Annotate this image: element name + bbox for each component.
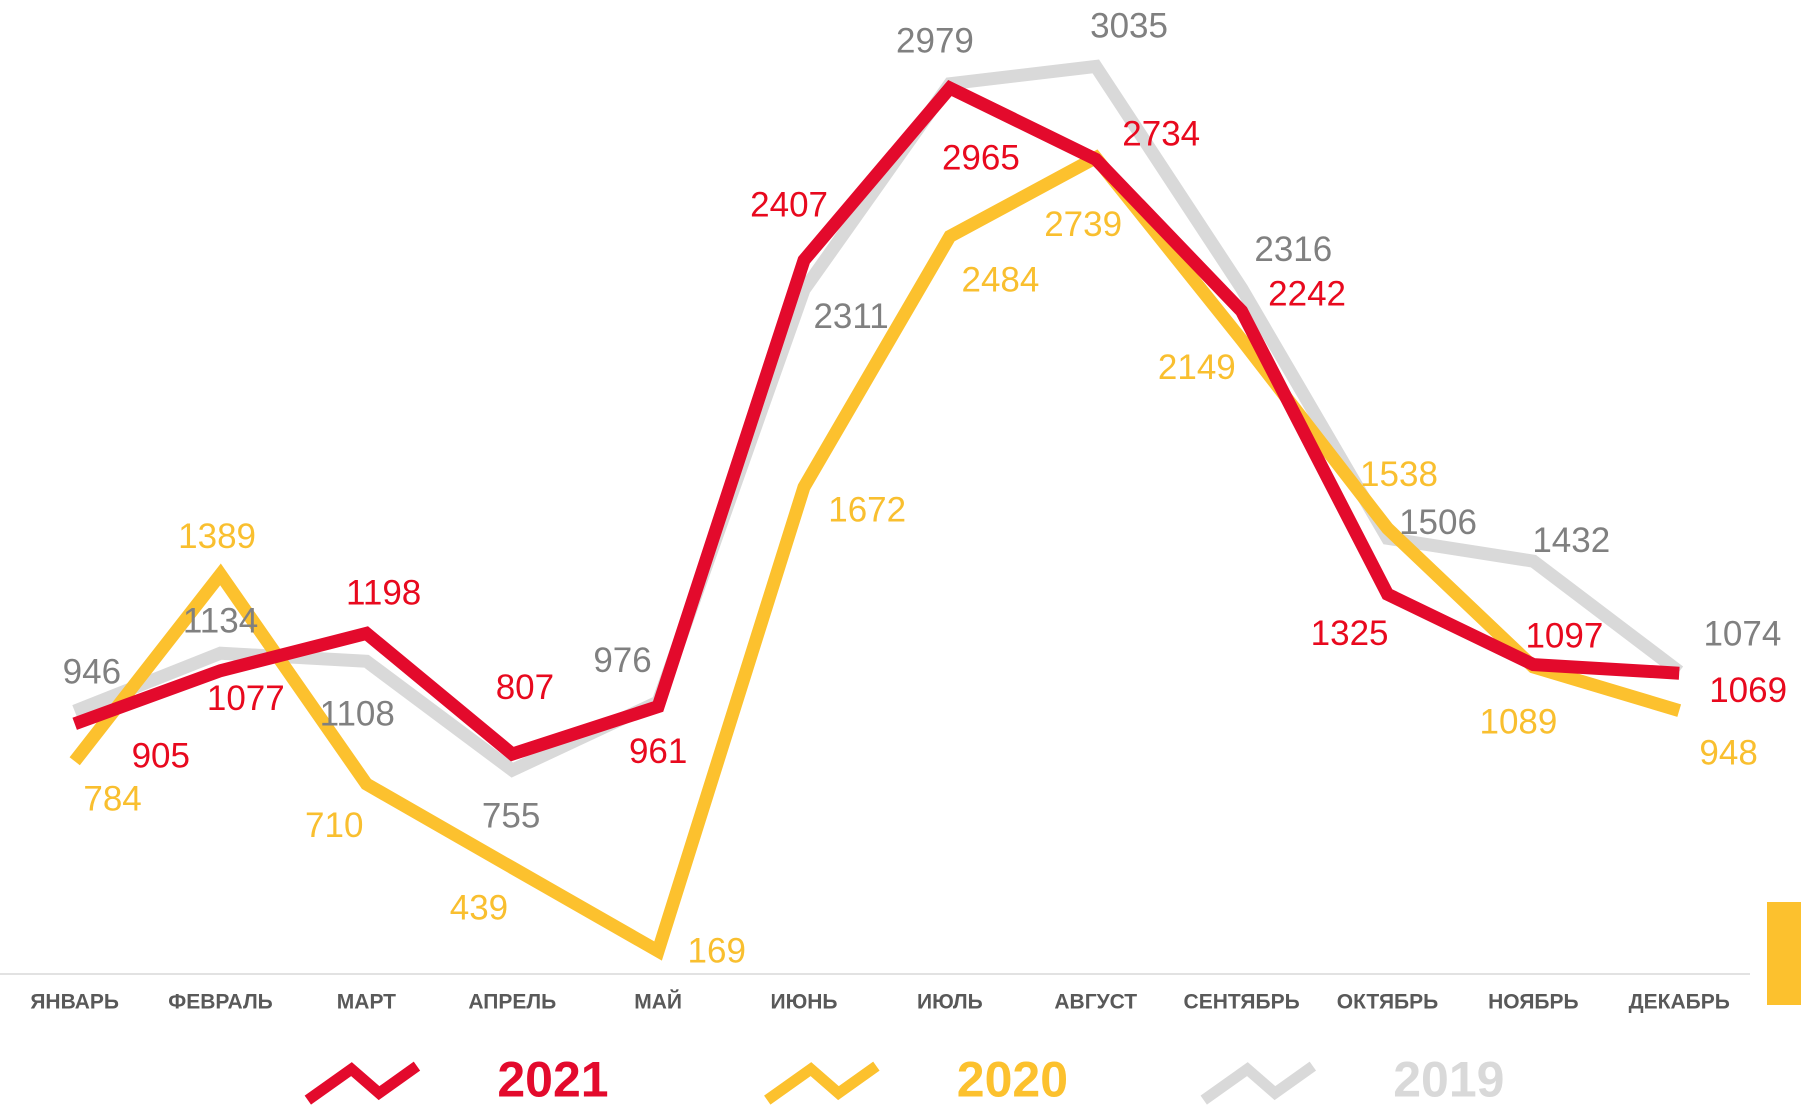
x-tick-label: ФЕВРАЛЬ bbox=[168, 991, 273, 1014]
data-label: 1198 bbox=[346, 574, 421, 613]
legend: 2021 2020 2019 bbox=[304, 1051, 1504, 1107]
data-label: 1538 bbox=[1360, 455, 1438, 494]
data-label: 1069 bbox=[1709, 671, 1787, 710]
data-label: 1097 bbox=[1525, 616, 1603, 655]
data-label: 961 bbox=[629, 732, 687, 771]
legend-swatch bbox=[764, 1061, 880, 1105]
data-label: 2407 bbox=[750, 186, 828, 225]
x-tick-label: СЕНТЯБРЬ bbox=[1184, 991, 1300, 1014]
data-label: 948 bbox=[1699, 734, 1757, 773]
data-label: 2965 bbox=[942, 139, 1020, 178]
legend-label: 2021 bbox=[497, 1051, 608, 1107]
data-label: 2734 bbox=[1122, 115, 1200, 154]
legend-label: 2019 bbox=[1393, 1051, 1504, 1107]
x-tick-label: МАРТ bbox=[337, 991, 396, 1014]
data-label: 1389 bbox=[178, 517, 256, 556]
data-label: 1089 bbox=[1480, 703, 1558, 742]
data-label: 1134 bbox=[183, 602, 258, 641]
data-label: 1074 bbox=[1703, 614, 1781, 653]
data-label: 1672 bbox=[828, 491, 906, 530]
legend-swatch bbox=[304, 1061, 421, 1105]
x-tick-label: ЯНВАРЬ bbox=[30, 991, 119, 1014]
x-tick-label: ИЮНЬ bbox=[771, 991, 838, 1014]
line bbox=[69, 149, 1682, 961]
legend-swatch bbox=[1200, 1061, 1317, 1105]
x-tick-label: ИЮЛЬ bbox=[917, 991, 983, 1014]
decoration bbox=[1767, 902, 1801, 1005]
data-label: 169 bbox=[688, 932, 746, 971]
data-label: 1506 bbox=[1399, 503, 1477, 542]
data-label: 710 bbox=[305, 806, 363, 845]
plot-area: 946 1134 1108 755 976 2311 2979 3035 2316 1506 143… bbox=[63, 7, 1787, 971]
data-label: 2149 bbox=[1158, 348, 1236, 387]
data-label: 439 bbox=[450, 888, 508, 927]
data-label: 2484 bbox=[961, 261, 1039, 300]
data-label: 1108 bbox=[320, 695, 395, 734]
data-label: 807 bbox=[496, 668, 554, 707]
x-tick-label: НОЯБРЬ bbox=[1488, 991, 1579, 1014]
data-label: 784 bbox=[83, 780, 141, 819]
data-label: 1432 bbox=[1532, 521, 1610, 560]
data-label: 976 bbox=[593, 641, 651, 680]
data-label: 3035 bbox=[1090, 7, 1168, 46]
data-label: 1077 bbox=[207, 679, 285, 718]
legend-label: 2020 bbox=[957, 1051, 1068, 1107]
x-tick-label: АПРЕЛЬ bbox=[468, 991, 556, 1014]
data-label: 755 bbox=[482, 797, 540, 836]
x-tick-label: АВГУСТ bbox=[1054, 991, 1137, 1014]
x-tick-label: ДЕКАБРЬ bbox=[1629, 991, 1730, 1014]
x-tick-label: МАЙ bbox=[634, 990, 682, 1014]
line bbox=[72, 79, 1680, 762]
data-label: 1325 bbox=[1311, 614, 1389, 653]
data-label: 2979 bbox=[896, 22, 974, 61]
data-label: 2242 bbox=[1268, 274, 1346, 313]
data-label: 946 bbox=[63, 653, 121, 692]
line bbox=[72, 59, 1684, 778]
data-label: 2316 bbox=[1254, 230, 1332, 269]
data-label: 2311 bbox=[813, 297, 888, 336]
data-label: 905 bbox=[132, 737, 190, 776]
x-tick-label: ОКТЯБРЬ bbox=[1337, 991, 1439, 1014]
data-label: 2739 bbox=[1044, 205, 1122, 244]
